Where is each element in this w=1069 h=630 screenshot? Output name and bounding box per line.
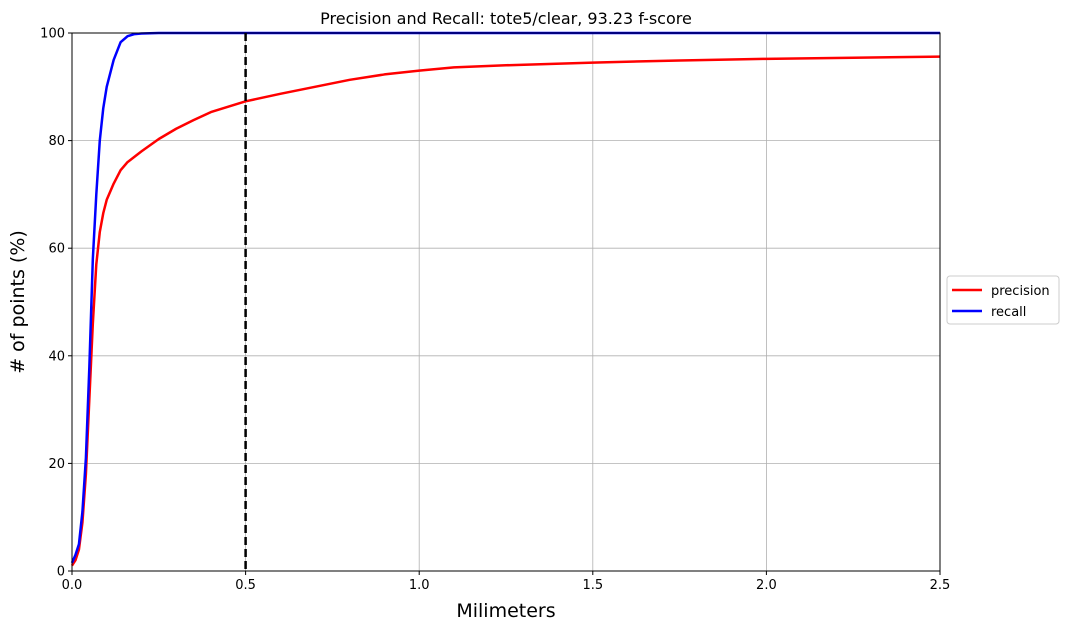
chart-title: Precision and Recall: tote5/clear, 93.23… [320, 9, 692, 28]
x-tick-label-4: 2.0 [756, 578, 777, 593]
series-line-precision [70, 55, 941, 567]
y-tick-label-5: 100 [40, 27, 65, 42]
y-tick-label-3: 60 [48, 242, 65, 257]
y-tick-label-4: 80 [48, 134, 65, 149]
x-tick-label-0: 0.0 [62, 578, 83, 593]
legend-label-recall: recall [991, 305, 1026, 320]
x-tick-label-5: 2.5 [930, 578, 951, 593]
x-axis-ticks: 0.0 0.5 1.0 1.5 2.0 2.5 [62, 571, 951, 593]
y-tick-label-0: 0 [57, 565, 65, 580]
legend: precision recall [946, 275, 1060, 325]
y-axis-ticks: 0 20 40 60 80 100 [40, 27, 72, 580]
x-tick-label-3: 1.5 [582, 578, 603, 593]
plot-background [72, 33, 940, 571]
plot-frame [71, 32, 941, 572]
y-tick-label-1: 20 [48, 457, 65, 472]
y-axis-label: # of points (%) [7, 230, 29, 374]
legend-label-precision: precision [991, 284, 1050, 299]
x-tick-label-1: 0.5 [235, 578, 256, 593]
y-tick-label-2: 40 [48, 349, 65, 364]
x-tick-label-2: 1.0 [409, 578, 430, 593]
x-axis-label: Milimeters [456, 600, 555, 622]
